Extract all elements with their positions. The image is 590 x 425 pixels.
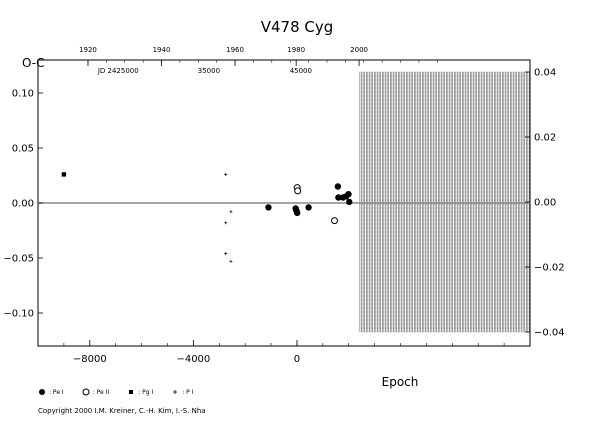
data-point-pe-i bbox=[335, 194, 342, 201]
year-tick-label: 2000 bbox=[350, 46, 368, 54]
open-circle-icon bbox=[82, 388, 90, 396]
year-tick-label: 1920 bbox=[79, 46, 97, 54]
jd-label: 45000 bbox=[290, 67, 312, 75]
legend-item-pg-i: : Pg I bbox=[127, 388, 153, 396]
filled-circle-icon bbox=[39, 389, 45, 395]
chart-title: V478 Cyg bbox=[261, 18, 334, 36]
data-point-p-i bbox=[224, 172, 228, 176]
x-tick-label: −4000 bbox=[176, 354, 210, 365]
y-tick-label: −0.05 bbox=[3, 254, 34, 265]
y-tick-label: −0.10 bbox=[3, 309, 34, 320]
right-y-tick-label: 0.00 bbox=[534, 198, 556, 209]
legend-label: : Pe I bbox=[49, 388, 64, 396]
data-point-p-i bbox=[229, 210, 233, 214]
jd-label: JD 2425000 bbox=[97, 67, 139, 75]
year-tick-label: 1980 bbox=[287, 46, 305, 54]
filled-square-icon bbox=[129, 390, 134, 394]
legend-label: : Pg I bbox=[138, 388, 154, 396]
data-point-p-i bbox=[224, 252, 228, 256]
legend-item-pe-i: : Pe I bbox=[38, 388, 64, 396]
year-tick-label: 1940 bbox=[153, 46, 171, 54]
data-point-pe-i bbox=[334, 183, 342, 190]
x-tick-label: 0 bbox=[294, 354, 300, 365]
data-point-pe-ii bbox=[330, 217, 338, 225]
data-point-pg-i bbox=[61, 172, 67, 177]
legend-item-pe-ii: : Pe II bbox=[82, 388, 109, 396]
right-y-tick-label: 0.02 bbox=[534, 133, 556, 144]
y-axis-label: O-C bbox=[22, 56, 45, 70]
data-point-pe-i bbox=[345, 191, 352, 198]
y-tick-label: 0.05 bbox=[12, 144, 34, 155]
legend-item-p-i: : P I bbox=[171, 388, 193, 396]
data-point-pe-ii bbox=[294, 187, 302, 195]
legend-label: : P I bbox=[182, 388, 194, 396]
x-axis-label: Epoch bbox=[382, 375, 419, 389]
data-point-pe-i bbox=[294, 209, 301, 217]
plus-icon bbox=[173, 390, 178, 394]
year-tick-label: 1960 bbox=[226, 46, 244, 54]
y-tick-label: 0.10 bbox=[12, 89, 34, 100]
right-y-tick-label: 0.04 bbox=[534, 68, 556, 79]
data-point-p-i bbox=[229, 259, 233, 263]
jd-label: 35000 bbox=[198, 67, 220, 75]
right-y-tick-label: −0.04 bbox=[534, 328, 565, 339]
data-point-p-i bbox=[224, 221, 228, 225]
right-y-tick-label: −0.02 bbox=[534, 263, 565, 274]
data-point-pe-i bbox=[346, 198, 353, 206]
x-tick-label: −8000 bbox=[73, 354, 107, 365]
legend: : Pe I : Pe II : Pg I : P I bbox=[38, 388, 193, 396]
legend-label: : Pe II bbox=[92, 388, 110, 396]
data-point-pe-i bbox=[305, 204, 312, 211]
plot-area: −8000 −4000 0 1920 1940 1960 1980 2000 JD 242500… bbox=[3, 46, 564, 365]
y-tick-label: 0.00 bbox=[12, 199, 34, 210]
data-point-pe-i bbox=[265, 204, 272, 211]
copyright-notice: Copyright 2000 I.M. Kreiner, C.-H. Kim, … bbox=[38, 407, 206, 415]
